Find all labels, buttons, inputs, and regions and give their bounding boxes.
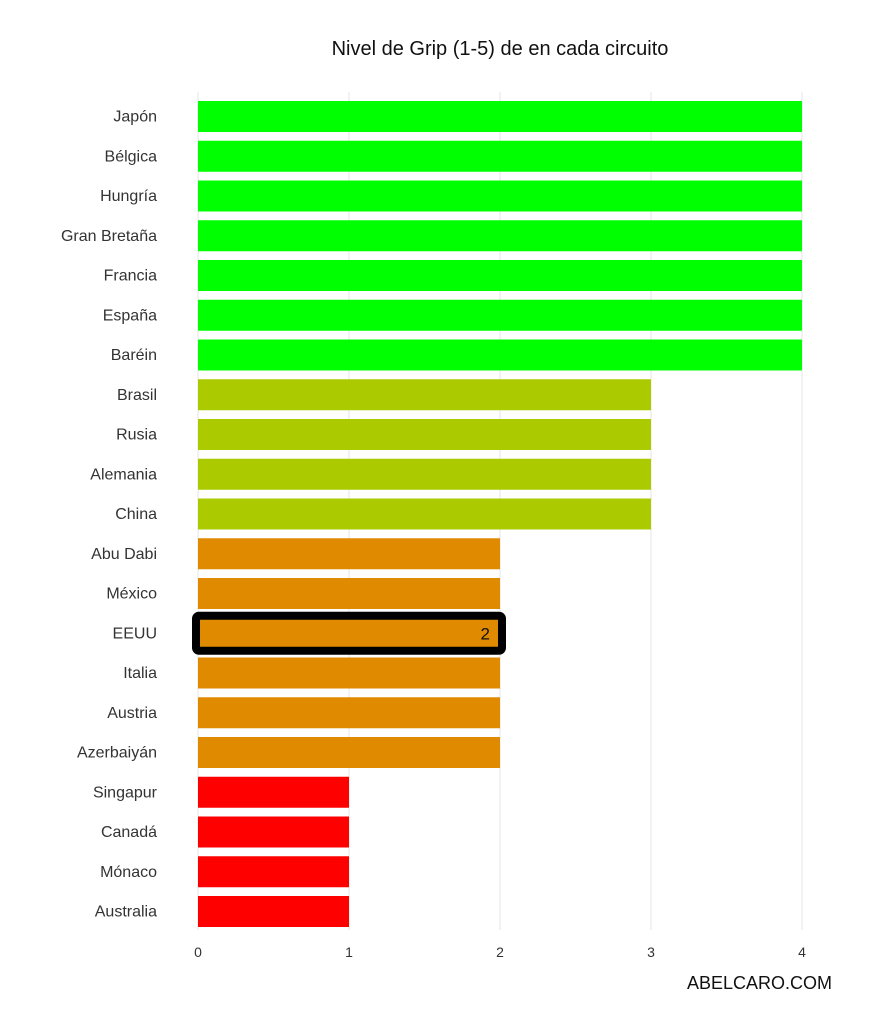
bar-layer (198, 101, 802, 927)
x-tick-label: 0 (194, 944, 202, 960)
category-label: Brasil (117, 387, 157, 404)
bar-singapur (198, 776, 349, 808)
bar-bar-in (198, 339, 802, 371)
bar-australia (198, 896, 349, 927)
bar-eeuu (198, 617, 500, 649)
category-label: Abu Dabi (91, 546, 157, 563)
category-label: Austria (107, 705, 157, 722)
bar-espa-a (198, 299, 802, 331)
category-label: China (115, 506, 157, 523)
category-label: México (106, 586, 157, 603)
bar-brasil (198, 379, 651, 411)
category-label: Rusia (116, 427, 157, 444)
category-label: Baréin (111, 347, 157, 364)
category-label: Azerbaiyán (77, 745, 157, 762)
category-label: Singapur (93, 784, 158, 801)
bar-austria (198, 697, 500, 729)
category-label: Mónaco (100, 864, 157, 881)
x-tick-label: 1 (345, 944, 353, 960)
bar-hungr-a (198, 180, 802, 212)
category-label: EEUU (113, 625, 157, 642)
bar-canad- (198, 816, 349, 848)
category-label: España (103, 307, 157, 324)
category-label: Gran Bretaña (61, 228, 157, 245)
highlight-layer: 2 (192, 611, 506, 655)
bar-rusia (198, 419, 651, 450)
chart-title: Nivel de Grip (1-5) de en cada circuito (332, 38, 669, 60)
highlighted-bar-outline (192, 611, 506, 655)
bar-china (198, 498, 651, 530)
bar-azerbaiy-n (198, 737, 500, 768)
category-label: Bélgica (105, 148, 158, 165)
bar-m-naco (198, 856, 349, 888)
category-label: Francia (104, 268, 157, 285)
bar-abu-dabi (198, 538, 500, 570)
x-axis-tick-layer: 0 1 2 3 4 (194, 944, 806, 960)
bar-francia (198, 260, 802, 291)
bar-alemania (198, 458, 651, 490)
category-label-layer: Japón Bélgica Hungría Gran Bretaña Francia Es… (61, 109, 158, 921)
bar-italia (198, 657, 500, 689)
category-label: Canadá (101, 824, 157, 841)
x-tick-label: 4 (798, 944, 806, 960)
category-label: Japón (113, 109, 157, 126)
category-label: Australia (95, 904, 157, 921)
x-tick-label: 3 (647, 944, 655, 960)
site-watermark: ABELCARO.COM (687, 973, 832, 993)
bar-gran-breta-a (198, 220, 802, 252)
category-label: Hungría (100, 188, 157, 205)
category-label: Italia (123, 665, 157, 682)
bar-b-lgica (198, 140, 802, 172)
x-tick-label: 2 (496, 944, 504, 960)
category-label: Alemania (90, 466, 157, 483)
bar-jap-n (198, 101, 802, 132)
highlighted-value-label: 2 (481, 624, 490, 643)
bar-m-xico (198, 578, 500, 609)
